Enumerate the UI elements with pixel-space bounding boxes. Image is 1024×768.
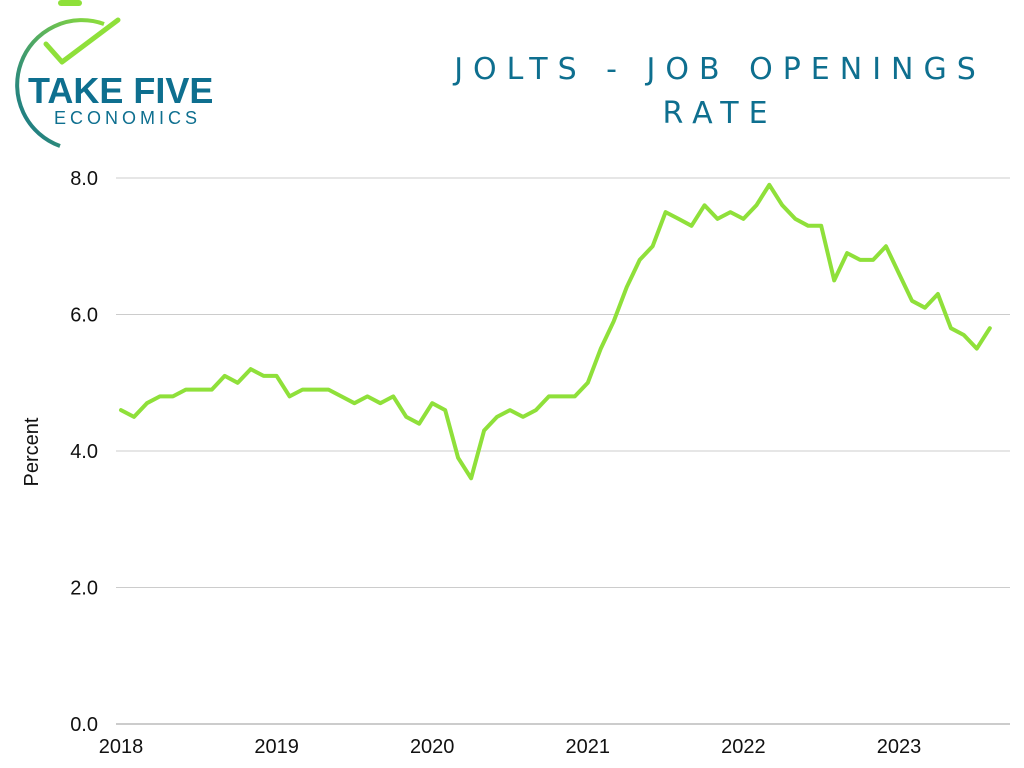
data-point <box>715 217 719 221</box>
take-five-logo: TAKE FIVE ECONOMICS <box>0 0 270 150</box>
data-point <box>690 224 694 228</box>
data-point <box>871 258 875 262</box>
x-tick-label: 2019 <box>254 736 299 758</box>
data-point <box>482 429 486 433</box>
y-tick-label: 0.0 <box>70 714 98 736</box>
data-point <box>936 292 940 296</box>
data-point <box>897 272 901 276</box>
data-point <box>378 401 382 405</box>
y-tick-label: 4.0 <box>70 441 98 463</box>
data-point <box>132 415 136 419</box>
data-point <box>288 394 292 398</box>
y-axis-label: Percent <box>21 417 43 486</box>
data-point <box>780 203 784 207</box>
series-line <box>119 182 992 481</box>
data-point <box>145 401 149 405</box>
data-point <box>923 306 927 310</box>
data-point <box>651 244 655 248</box>
data-point <box>456 456 460 460</box>
x-tick-label: 2022 <box>721 736 766 758</box>
chart-title-line-1: JOLTS - JOB OPENINGS <box>454 52 986 87</box>
data-point <box>197 388 201 392</box>
data-point <box>560 394 564 398</box>
data-point <box>352 401 356 405</box>
data-point <box>314 388 317 392</box>
data-point <box>301 388 305 392</box>
y-tick-label: 6.0 <box>70 305 98 327</box>
data-point <box>586 381 590 385</box>
series-layer <box>119 182 992 481</box>
data-point <box>949 326 953 330</box>
data-point <box>573 394 577 398</box>
data-point <box>391 394 395 398</box>
data-point <box>625 285 629 289</box>
logo-subtitle: ECONOMICS <box>54 108 202 128</box>
data-point <box>404 415 408 419</box>
data-point <box>728 210 732 214</box>
x-tick-label: 2018 <box>99 736 144 758</box>
data-point <box>962 333 966 337</box>
data-point <box>741 217 745 221</box>
data-point <box>910 299 914 303</box>
data-point <box>612 319 616 323</box>
y-tick-label: 8.0 <box>70 168 98 190</box>
data-point <box>703 203 706 207</box>
data-point <box>988 326 992 330</box>
y-axis-ticks: 0.0 2.0 4.0 6.0 8.0 <box>70 168 98 736</box>
logo-wordmark: TAKE FIVE <box>28 70 214 111</box>
data-point <box>326 388 330 392</box>
data-point <box>534 408 538 412</box>
data-point <box>171 394 175 398</box>
chart-title-line-2: RATE <box>662 96 778 131</box>
data-point <box>365 394 369 398</box>
stopwatch-checkmark-icon <box>15 0 121 148</box>
data-point <box>664 210 668 214</box>
data-point <box>236 381 240 385</box>
data-point <box>599 347 603 351</box>
data-point <box>430 401 434 405</box>
grid-lines <box>116 177 1010 725</box>
data-point <box>417 422 421 426</box>
data-point <box>508 408 512 412</box>
data-point <box>975 347 979 351</box>
data-point <box>806 224 810 228</box>
data-point <box>754 203 758 207</box>
data-point <box>858 258 862 262</box>
data-point <box>249 367 253 371</box>
data-point <box>223 374 227 378</box>
data-point <box>495 415 499 419</box>
data-point <box>262 374 266 378</box>
data-point <box>845 251 849 255</box>
data-point <box>469 476 473 480</box>
x-tick-label: 2021 <box>566 736 611 758</box>
data-point <box>767 183 771 187</box>
data-point <box>832 278 836 282</box>
data-point <box>158 394 162 398</box>
chart-title: JOLTS - JOB OPENINGS RATE <box>400 48 1024 136</box>
data-point <box>119 408 123 412</box>
data-point <box>819 224 823 228</box>
data-point <box>677 217 681 221</box>
data-point <box>793 217 797 221</box>
data-point <box>184 388 188 392</box>
data-point <box>210 388 214 392</box>
x-axis-ticks: 2018 2019 2020 2021 2022 2023 <box>99 736 922 758</box>
data-point <box>521 415 525 419</box>
data-point <box>275 374 279 378</box>
data-point <box>443 408 447 412</box>
x-tick-label: 2020 <box>410 736 455 758</box>
data-point <box>339 394 343 398</box>
x-tick-label: 2023 <box>877 736 922 758</box>
y-tick-label: 2.0 <box>70 578 98 600</box>
data-point <box>547 394 551 398</box>
data-point <box>638 258 642 262</box>
data-point <box>884 244 888 248</box>
